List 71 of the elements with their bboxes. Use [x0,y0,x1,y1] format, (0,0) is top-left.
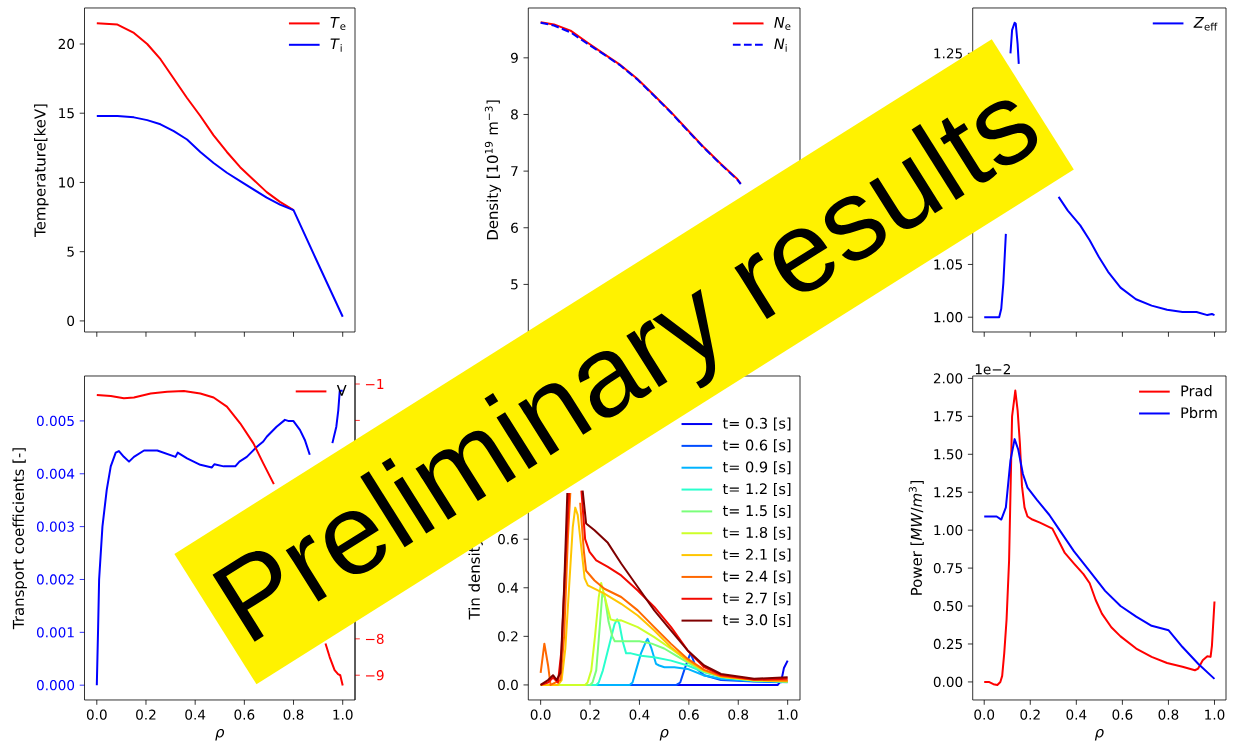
y-tick-label: 0.003 [36,521,74,532]
y-tick-label: 0.005 [36,415,74,427]
legend-label: t= 3.0 [s] [722,614,791,628]
legend-label: T$_{e}$ [330,17,346,31]
y-axis-title: Temperature[keV] [34,104,49,237]
x-tick-label: 1.0 [778,709,798,720]
y-tick-label: 1.50 [934,449,963,460]
x-tick-label: 0.6 [234,709,255,720]
legend-label: N$_{e}$ [774,17,791,31]
y-tick-label: 15 [59,108,74,119]
y-tick-label: 0.001 [36,627,74,638]
y-tick-label: 5 [511,279,518,290]
y-tick-label: 0 [67,315,75,327]
legend-label: N$_{i}$ [774,38,787,52]
legend-label: t= 2.7 [s] [722,592,791,606]
y-axis-title: Density [10$^{19}$ m$^{−3}$] [484,100,501,240]
x-tick-label: 0.4 [1066,709,1087,720]
legend-label: t= 1.2 [s] [722,483,791,497]
legend-label: Pbrm [1181,406,1217,419]
y2-tick-label: −9 [365,670,384,681]
y-tick-label: 0.50 [933,600,963,612]
x-tick-label: 0.4 [185,709,206,720]
y-tick-label: 2.00 [933,373,963,384]
legend-label: t= 2.1 [s] [722,548,791,562]
y-tick-label: 0.25 [933,638,962,650]
y-axis-title: Power [MW/m$^{3}$] [908,480,924,595]
legend-label: Prad [1181,385,1212,397]
legend-label: t= 2.4 [s] [722,570,791,584]
y-tick-label: 0.00 [933,676,963,688]
x-tick-label: 0.8 [283,709,304,720]
x-tick-label: 0.2 [580,709,600,720]
legend-label: t= 0.3 [s] [722,417,791,431]
y-tick-label: 0.75 [933,562,962,574]
x-tick-label: 1.0 [333,709,353,720]
y-tick-label: 9 [511,52,518,63]
x-tick-label: 0.8 [728,709,749,720]
y-tick-label: 20 [58,38,75,50]
y-tick-label: 0.002 [36,574,74,585]
legend-label: Z$_{eff}$ [1193,17,1218,31]
x-tick-label: 0.8 [1158,709,1179,720]
x-tick-label: 1.0 [1205,709,1225,720]
y-tick-label: 0.0 [498,679,518,691]
y-tick-label: 6 [511,222,518,233]
y-tick-label: 1.25 [934,487,962,498]
y-tick-label: 0.000 [36,680,75,691]
y-tick-label: 10 [59,177,75,188]
x-tick-label: 0.0 [86,709,107,720]
x-tick-label: 0.4 [629,709,650,720]
x-tick-label: 0.6 [678,709,699,720]
legend-label: t= 1.5 [s] [722,504,791,518]
x-tick-label: 0.2 [1020,709,1040,720]
x-tick-label: 0.0 [974,709,995,720]
legend-label: t= 1.8 [s] [722,526,791,540]
legend-label: t= 0.9 [s] [722,461,791,475]
y-tick-label: 1.00 [934,525,963,536]
text: 1e−2 [975,364,1010,375]
x-tick-label: 0.0 [530,709,551,720]
y-tick-label: 7 [511,166,518,177]
x-axis-title: ρ [659,728,669,741]
x-axis-title: ρ [215,728,225,741]
y-tick-label: 5 [67,246,74,257]
y-tick-label: 8 [511,109,518,120]
x-axis-title: ρ [1094,728,1104,741]
legend-label: T$_{i}$ [330,38,342,52]
x-tick-label: 0.6 [1112,709,1133,720]
y-tick-label: 0.004 [36,468,75,479]
y-tick-label: 1.25 [934,48,962,59]
legend-label: t= 0.6 [s] [722,439,791,453]
x-tick-label: 0.2 [136,709,156,720]
y-tick-label: 1.75 [934,411,962,422]
y-axis-title: Transport coefficients [-] [12,448,27,630]
